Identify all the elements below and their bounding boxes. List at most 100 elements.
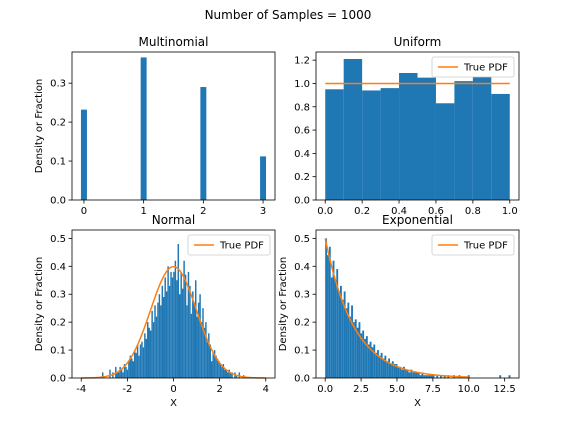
y-tick-label: 0.2 <box>50 118 66 129</box>
x-tick-label: 2 <box>200 206 206 217</box>
pdf-line <box>324 238 469 378</box>
bar <box>415 372 418 378</box>
bar <box>334 280 337 378</box>
x-tick-label: 3 <box>260 206 266 217</box>
bar <box>225 369 227 378</box>
bar <box>401 369 403 378</box>
bar <box>184 274 187 378</box>
bar <box>417 77 436 200</box>
y-tick-label: 0.0 <box>294 196 310 207</box>
y-tick-label: 0.0 <box>50 374 66 385</box>
subplot-exponential: 0.0 2.5 5.0 7.5 10.0 12.5 0.0 0.1 0.2 0.3 0.4 0.5 Ex… <box>278 213 520 409</box>
bar <box>101 372 104 378</box>
bar <box>380 352 383 378</box>
subplot-title: Exponential <box>382 213 453 227</box>
bar <box>226 372 229 378</box>
y-tick-label: 0.5 <box>294 234 310 245</box>
bar <box>80 109 87 200</box>
bar <box>384 355 387 378</box>
bar <box>417 372 420 378</box>
bar <box>238 372 241 378</box>
bar <box>189 285 191 378</box>
bar <box>354 319 357 378</box>
bar <box>140 57 147 200</box>
x-tick-label: 0.8 <box>465 206 481 217</box>
bar <box>345 308 348 378</box>
legend-label: True PDF <box>463 241 508 252</box>
x-tick-label: 0.0 <box>317 206 333 217</box>
axes-frame <box>315 229 520 379</box>
bar <box>120 369 123 378</box>
y-tick-label: 0.2 <box>294 318 310 329</box>
bar <box>406 369 409 378</box>
x-tick-label: 1.0 <box>502 206 518 217</box>
bar <box>373 344 376 378</box>
bar <box>180 271 182 378</box>
bar <box>412 372 415 378</box>
bar <box>203 327 206 378</box>
x-tick-label: -2 <box>122 384 132 395</box>
legend-box <box>187 234 271 256</box>
bar <box>219 364 222 378</box>
bar <box>194 280 197 378</box>
y-axis-label: Density or Fraction <box>34 257 45 352</box>
bar <box>347 302 350 378</box>
bar <box>393 364 396 378</box>
histogram-bars <box>325 238 511 378</box>
x-tick-label: 5.0 <box>389 384 405 395</box>
legend-box <box>431 56 515 78</box>
y-tick-label: 0.4 <box>294 262 310 273</box>
bar <box>119 366 121 378</box>
bar <box>428 375 431 378</box>
bar <box>436 375 439 378</box>
bar <box>181 288 184 378</box>
bar <box>425 375 428 378</box>
bar <box>378 355 381 378</box>
bar <box>158 294 161 378</box>
bar <box>375 352 378 378</box>
x-tick-label: 1 <box>140 206 146 217</box>
bar <box>356 327 359 378</box>
bar <box>341 299 344 378</box>
bar <box>138 355 140 378</box>
x-tick-label: 0.6 <box>428 206 444 217</box>
bar <box>454 81 473 200</box>
bar <box>221 366 223 378</box>
bar <box>126 369 129 378</box>
bar <box>116 372 118 378</box>
bar <box>231 372 233 378</box>
bar <box>351 305 353 378</box>
bar <box>325 89 344 200</box>
bar <box>183 260 185 378</box>
bar <box>397 366 400 378</box>
axes-frame <box>315 51 520 201</box>
bar <box>197 302 200 378</box>
bar <box>430 375 433 378</box>
bar <box>167 266 169 378</box>
bar <box>136 344 139 378</box>
bar <box>367 344 370 378</box>
bar <box>117 372 120 378</box>
bar <box>187 271 190 378</box>
bar <box>212 352 214 378</box>
bar <box>123 364 126 378</box>
bar <box>177 243 180 378</box>
y-tick-label: 0.3 <box>50 79 66 90</box>
bar <box>362 330 365 378</box>
bar <box>131 358 133 378</box>
bar <box>135 352 137 378</box>
y-tick-label: 0.8 <box>294 102 310 113</box>
bar <box>332 260 335 378</box>
bar <box>196 316 198 378</box>
bar <box>200 87 207 200</box>
bar <box>338 291 341 378</box>
figure-title: Number of Samples = 1000 <box>205 8 372 22</box>
bar <box>216 358 219 378</box>
bar <box>147 322 149 378</box>
bar <box>427 375 429 378</box>
subplot-multinomial: 0 1 2 3 0.0 0.1 0.2 0.3 Multinomial Density or Fr… <box>34 35 276 217</box>
bar <box>408 372 411 378</box>
subplot-title: Uniform <box>394 35 442 49</box>
bar <box>133 350 136 378</box>
